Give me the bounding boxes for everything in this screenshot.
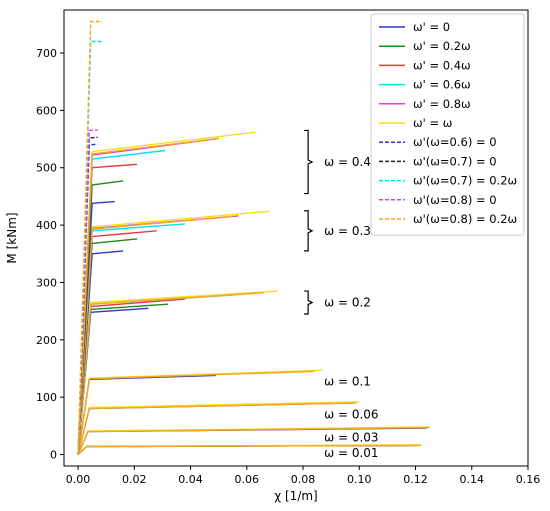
legend: ω' = 0 ω' = 0.2ω ω' = 0.4ω ω' = 0.6ω ω' = 0.… xyxy=(370,13,525,236)
series-line xyxy=(77,426,430,455)
annotations: ω = 0.4 ω = 0.3 ω = 0.2 ω = 0.1 ω = 0.06 ω = … xyxy=(304,129,379,460)
legend-label: ω' = 0.8ω xyxy=(413,97,471,111)
series-line xyxy=(77,370,315,455)
series-line xyxy=(77,369,323,455)
x-tick-label: 0.04 xyxy=(178,473,203,486)
y-axis: 0 100 200 300 400 500 600 700 xyxy=(36,47,64,462)
series-line xyxy=(77,215,233,455)
legend-label: ω'(ω=0.7) = 0.2ω xyxy=(413,174,517,188)
legend-label: ω'(ω=0.8) = 0.2ω xyxy=(413,212,517,226)
series-line xyxy=(77,20,102,455)
x-tick-label: 0.10 xyxy=(347,473,372,486)
annotation-label: ω = 0.01 xyxy=(324,446,378,460)
y-tick-label: 700 xyxy=(36,47,57,60)
x-tick-label: 0.14 xyxy=(460,473,485,486)
annotation-label: ω = 0.1 xyxy=(324,375,371,389)
series-line xyxy=(77,444,422,456)
bracket xyxy=(304,129,314,195)
legend-label: ω' = 0 xyxy=(413,20,450,34)
series-line xyxy=(77,402,357,455)
legend-label: ω' = ω xyxy=(413,116,452,130)
annotation-label: ω = 0.2 xyxy=(324,296,371,310)
x-tick-label: 0.06 xyxy=(235,473,260,486)
annotation-label: ω = 0.03 xyxy=(324,430,378,444)
legend-label: ω'(ω=0.8) = 0 xyxy=(413,193,497,207)
annotation-label: ω = 0.4 xyxy=(324,155,371,169)
y-tick-label: 100 xyxy=(36,391,57,404)
x-axis: 0.00 0.02 0.04 0.06 0.08 0.10 0.12 0.14 0.16 xyxy=(66,466,540,486)
x-tick-label: 0.08 xyxy=(291,473,316,486)
legend-box xyxy=(370,13,525,236)
y-tick-label: 300 xyxy=(36,276,57,289)
y-tick-label: 500 xyxy=(36,162,57,175)
legend-label: ω' = 0.2ω xyxy=(413,39,471,53)
series-line xyxy=(77,374,216,455)
annotation-label: ω = 0.3 xyxy=(324,224,371,238)
series-line xyxy=(77,215,239,455)
x-tick-label: 0.00 xyxy=(66,473,91,486)
bracket xyxy=(304,210,314,252)
y-tick-label: 200 xyxy=(36,334,57,347)
y-tick-label: 600 xyxy=(36,104,57,117)
x-axis-label: χ [1/m] xyxy=(274,489,317,503)
series-line xyxy=(77,210,270,455)
y-axis-label: M [kNm] xyxy=(5,212,19,263)
legend-label: ω' = 0.4ω xyxy=(413,58,471,72)
x-tick-label: 0.16 xyxy=(516,473,541,486)
series-line xyxy=(77,40,102,455)
plot-area xyxy=(77,20,430,456)
plot-frame xyxy=(63,9,529,467)
annotation-label: ω = 0.06 xyxy=(324,407,378,421)
y-tick-label: 0 xyxy=(50,449,57,462)
series-line xyxy=(77,137,219,455)
x-tick-label: 0.02 xyxy=(122,473,147,486)
legend-label: ω'(ω=0.6) = 0 xyxy=(413,135,497,149)
legend-label: ω'(ω=0.7) = 0 xyxy=(413,154,497,168)
series-line xyxy=(77,223,185,455)
bracket xyxy=(304,290,314,315)
legend-label: ω' = 0.6ω xyxy=(413,78,471,92)
x-tick-label: 0.12 xyxy=(403,473,428,486)
y-tick-label: 400 xyxy=(36,219,57,232)
series-line xyxy=(77,292,264,455)
